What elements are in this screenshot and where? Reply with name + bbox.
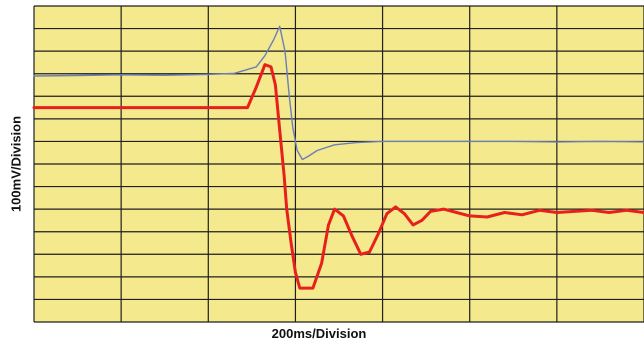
series-line-blue <box>33 25 644 161</box>
grid <box>33 5 644 323</box>
y-axis-label: 100mV/Division <box>8 116 23 212</box>
x-axis-label: 200ms/Division <box>272 326 367 341</box>
series-layer <box>32 25 644 290</box>
series-line-red <box>32 63 644 290</box>
